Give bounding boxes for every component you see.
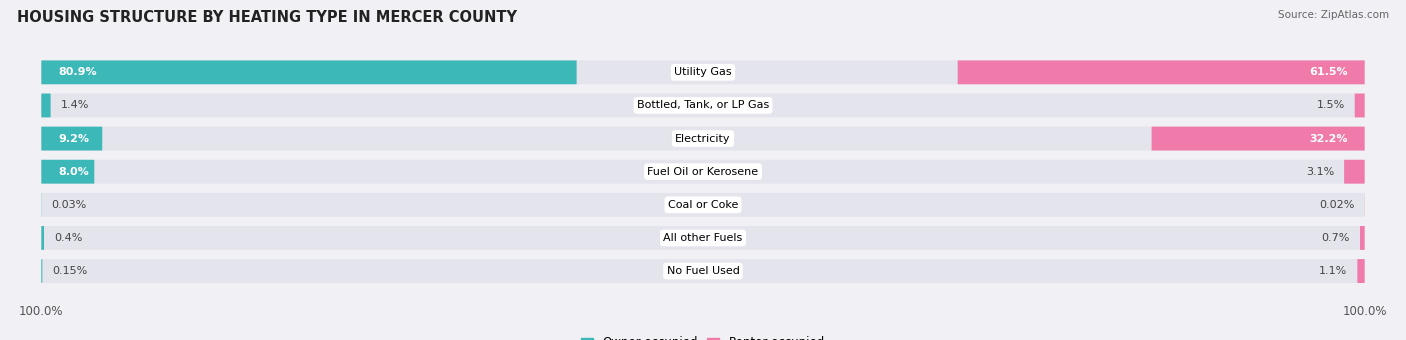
Text: No Fuel Used: No Fuel Used	[666, 266, 740, 276]
FancyBboxPatch shape	[1357, 259, 1365, 283]
FancyBboxPatch shape	[1152, 127, 1365, 151]
FancyBboxPatch shape	[1360, 226, 1365, 250]
Text: 1.5%: 1.5%	[1316, 100, 1344, 110]
Text: All other Fuels: All other Fuels	[664, 233, 742, 243]
Text: 32.2%: 32.2%	[1309, 134, 1348, 143]
Text: 0.15%: 0.15%	[52, 266, 87, 276]
FancyBboxPatch shape	[1355, 94, 1365, 117]
FancyBboxPatch shape	[41, 259, 1365, 283]
Text: 9.2%: 9.2%	[58, 134, 89, 143]
Text: 0.7%: 0.7%	[1322, 233, 1350, 243]
Text: 8.0%: 8.0%	[58, 167, 89, 177]
FancyBboxPatch shape	[41, 94, 1365, 117]
Text: 0.02%: 0.02%	[1319, 200, 1354, 210]
Text: 0.4%: 0.4%	[53, 233, 83, 243]
Text: Fuel Oil or Kerosene: Fuel Oil or Kerosene	[647, 167, 759, 177]
FancyBboxPatch shape	[41, 226, 44, 250]
Text: HOUSING STRUCTURE BY HEATING TYPE IN MERCER COUNTY: HOUSING STRUCTURE BY HEATING TYPE IN MER…	[17, 10, 517, 25]
Text: 61.5%: 61.5%	[1309, 67, 1348, 77]
Text: Source: ZipAtlas.com: Source: ZipAtlas.com	[1278, 10, 1389, 20]
FancyBboxPatch shape	[41, 193, 1365, 217]
FancyBboxPatch shape	[41, 226, 1365, 250]
Legend: Owner-occupied, Renter-occupied: Owner-occupied, Renter-occupied	[581, 336, 825, 340]
FancyBboxPatch shape	[41, 127, 1365, 151]
FancyBboxPatch shape	[41, 160, 94, 184]
FancyBboxPatch shape	[41, 160, 1365, 184]
Text: 0.03%: 0.03%	[52, 200, 87, 210]
Text: 80.9%: 80.9%	[58, 67, 97, 77]
Text: Electricity: Electricity	[675, 134, 731, 143]
Text: Coal or Coke: Coal or Coke	[668, 200, 738, 210]
Text: 1.4%: 1.4%	[60, 100, 89, 110]
FancyBboxPatch shape	[41, 127, 103, 151]
FancyBboxPatch shape	[41, 94, 51, 117]
Text: Utility Gas: Utility Gas	[675, 67, 731, 77]
Text: 3.1%: 3.1%	[1306, 167, 1334, 177]
FancyBboxPatch shape	[1344, 160, 1365, 184]
Text: Bottled, Tank, or LP Gas: Bottled, Tank, or LP Gas	[637, 100, 769, 110]
FancyBboxPatch shape	[41, 61, 1365, 84]
FancyBboxPatch shape	[957, 61, 1365, 84]
Text: 1.1%: 1.1%	[1319, 266, 1347, 276]
FancyBboxPatch shape	[41, 61, 576, 84]
